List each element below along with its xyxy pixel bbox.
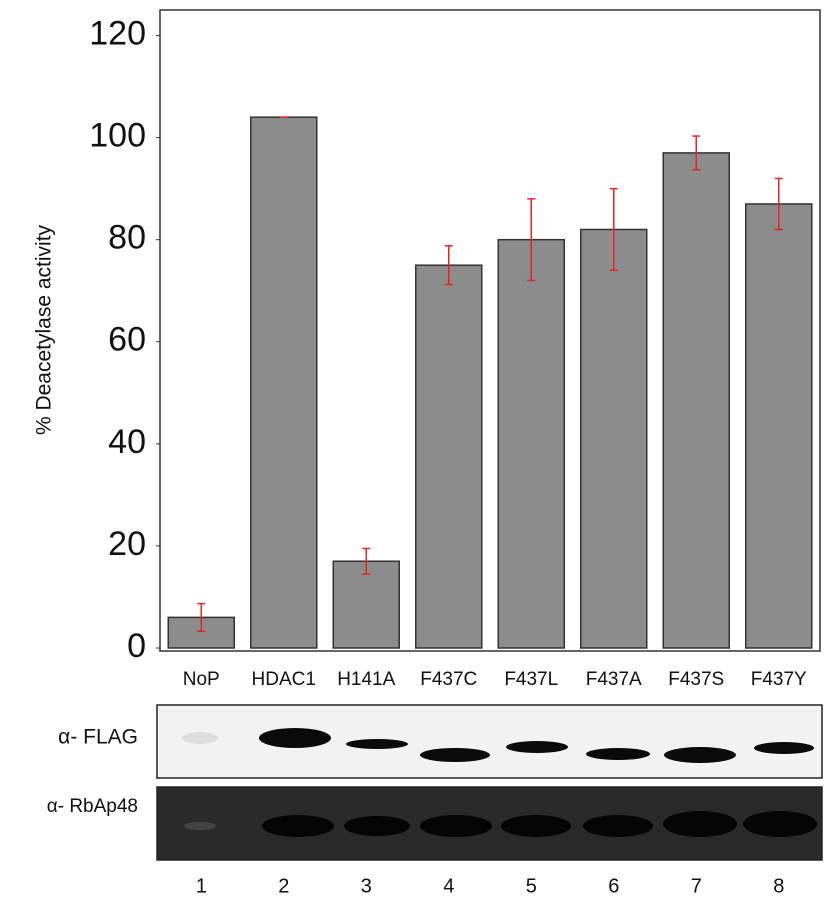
y-axis-label: % Deacetylase activity — [33, 224, 56, 435]
x-tick-label: F437Y — [751, 669, 807, 690]
y-tick-label: 100 — [89, 117, 146, 155]
band — [184, 822, 216, 830]
x-tick-label: NoP — [183, 669, 220, 690]
lane-number: 5 — [526, 875, 537, 897]
bar — [580, 228, 648, 649]
lane-number: 4 — [443, 875, 454, 897]
lane-number: 2 — [278, 875, 289, 897]
x-tick-label: F437S — [668, 669, 724, 690]
band — [262, 815, 334, 837]
plot-frame — [159, 9, 821, 652]
blot-label: α- FLAG — [58, 726, 138, 749]
band — [344, 816, 410, 836]
rbap48-bands — [184, 811, 817, 837]
y-tick-label: 40 — [108, 423, 146, 461]
band — [259, 728, 331, 748]
flag-bands — [182, 728, 814, 763]
x-tick-label: F437L — [504, 669, 558, 690]
lane-number: 1 — [196, 875, 207, 897]
y-tick-label: 0 — [127, 627, 146, 665]
bar — [415, 264, 483, 649]
band — [346, 739, 408, 749]
band — [420, 748, 490, 762]
band — [664, 747, 736, 763]
blot-label: α- RbAp48 — [47, 796, 138, 817]
x-tick-label: F437A — [586, 669, 642, 690]
x-tick-label: H141A — [337, 669, 395, 690]
band — [754, 742, 814, 754]
band — [506, 741, 568, 753]
band — [420, 815, 492, 837]
y-tick-label: 20 — [108, 525, 146, 563]
bar — [250, 116, 318, 649]
x-tick-label: F437C — [420, 669, 477, 690]
band — [583, 815, 653, 837]
bar — [745, 203, 813, 649]
y-tick-label: 80 — [108, 219, 146, 257]
lane-number: 3 — [361, 875, 372, 897]
band — [501, 815, 571, 837]
bar — [497, 238, 565, 649]
bar — [332, 560, 400, 649]
lane-number: 8 — [773, 875, 784, 897]
bar — [662, 152, 730, 649]
y-tick-label: 120 — [89, 15, 146, 53]
band — [663, 811, 737, 837]
band — [743, 811, 817, 837]
y-tick-label: 60 — [108, 321, 146, 359]
band — [586, 748, 650, 760]
x-tick-label: HDAC1 — [252, 669, 316, 690]
flag-blot — [156, 704, 823, 779]
lane-number: 6 — [608, 875, 619, 897]
lane-number: 7 — [691, 875, 702, 897]
band — [182, 732, 218, 744]
